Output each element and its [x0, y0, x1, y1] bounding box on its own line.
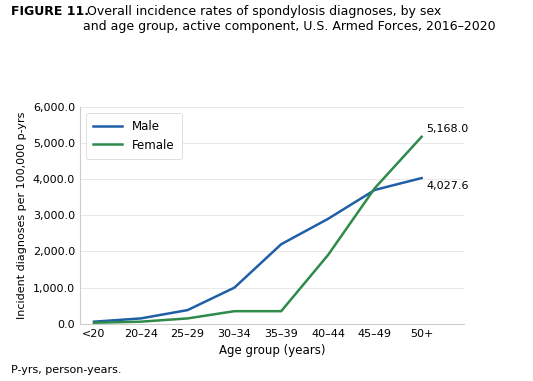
Female: [418, 134, 425, 139]
Male: [138, 316, 144, 321]
Male: [418, 176, 425, 180]
Text: P-yrs, person-years.: P-yrs, person-years.: [11, 365, 121, 375]
Legend: Male, Female: Male, Female: [86, 112, 182, 158]
Male: [325, 216, 331, 221]
Male: [278, 242, 285, 247]
Female: [231, 309, 238, 314]
Male: [184, 308, 191, 312]
Male: [91, 319, 97, 324]
Text: Overall incidence rates of spondylosis diagnoses, by sex
and age group, active c: Overall incidence rates of spondylosis d…: [83, 5, 495, 33]
Male: [231, 285, 238, 290]
Line: Female: Female: [94, 137, 422, 323]
Text: 4,027.6: 4,027.6: [426, 181, 469, 191]
Female: [91, 320, 97, 325]
Female: [138, 319, 144, 324]
Female: [325, 253, 331, 258]
Female: [372, 186, 378, 190]
X-axis label: Age group (years): Age group (years): [219, 344, 325, 357]
Text: FIGURE 11.: FIGURE 11.: [11, 5, 88, 18]
Line: Male: Male: [94, 178, 422, 322]
Y-axis label: Incident diagnoses per 100,000 p-yrs: Incident diagnoses per 100,000 p-yrs: [17, 112, 27, 319]
Male: [372, 188, 378, 192]
Female: [278, 309, 285, 314]
Female: [184, 316, 191, 321]
Text: 5,168.0: 5,168.0: [426, 124, 469, 134]
